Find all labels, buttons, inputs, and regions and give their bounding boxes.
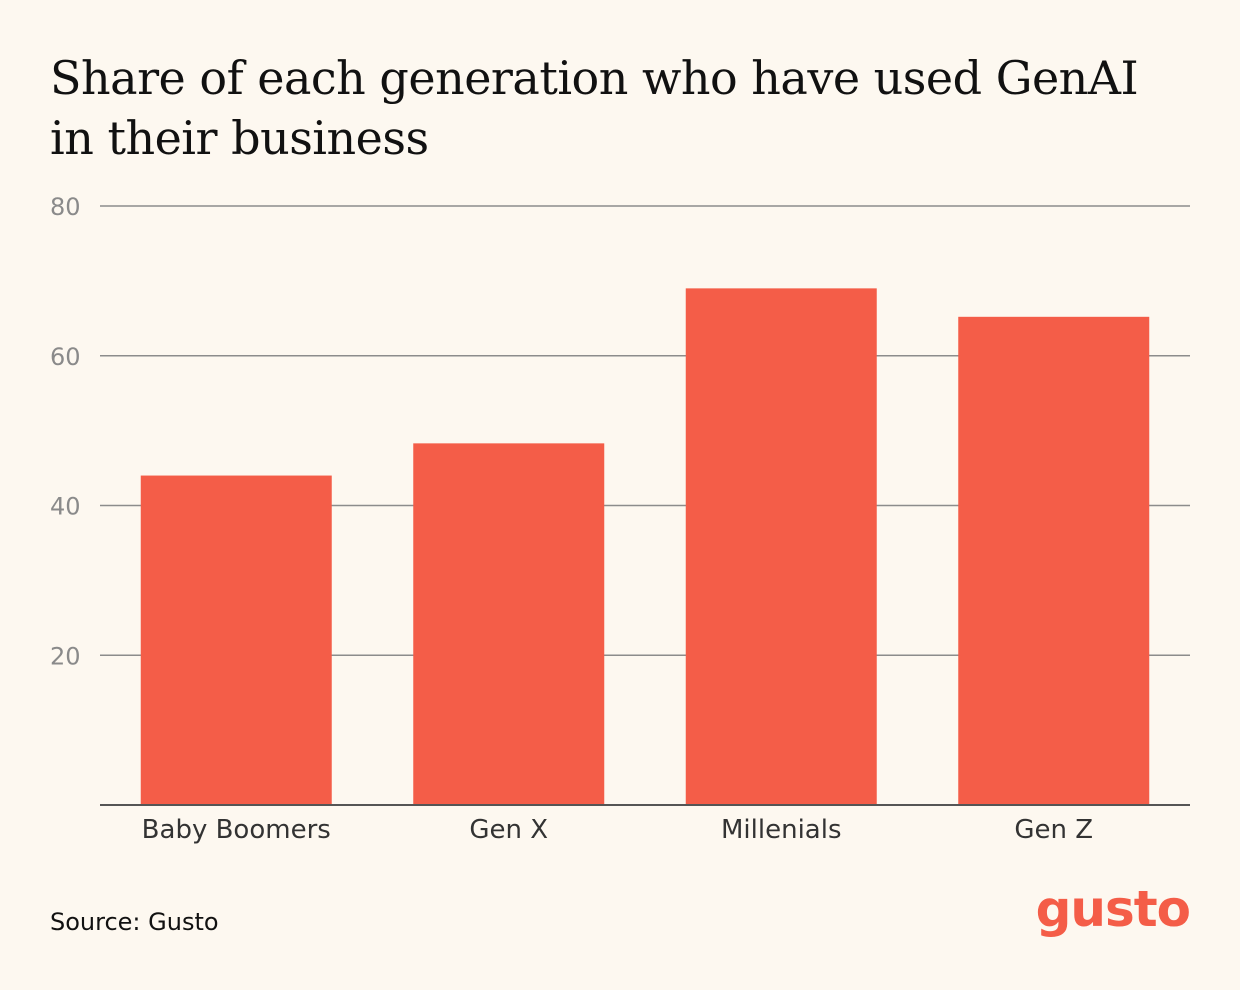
bar-gen-x	[413, 443, 605, 805]
x-category-label: Gen X	[469, 815, 548, 845]
chart-title: Share of each generation who have used G…	[50, 51, 1139, 165]
y-tick-label: 60	[50, 343, 81, 371]
axis-labels: 20 40 60 80 Baby Boomers Gen X Millenials Gen Z	[50, 193, 1093, 845]
y-tick-label: 80	[50, 193, 81, 221]
y-tick-label: 20	[50, 642, 81, 670]
source-note: Source: Gusto	[50, 908, 219, 936]
gusto-logo: gusto	[1035, 880, 1191, 938]
x-category-label: Millenials	[721, 815, 842, 845]
x-category-label: Baby Boomers	[142, 815, 331, 845]
x-category-label: Gen Z	[1014, 815, 1093, 845]
bar-gen-z	[958, 316, 1150, 805]
bar-millenials	[685, 288, 877, 805]
y-tick-label: 40	[50, 493, 81, 521]
bar-baby-boomers	[140, 475, 332, 805]
bars	[140, 288, 1150, 805]
